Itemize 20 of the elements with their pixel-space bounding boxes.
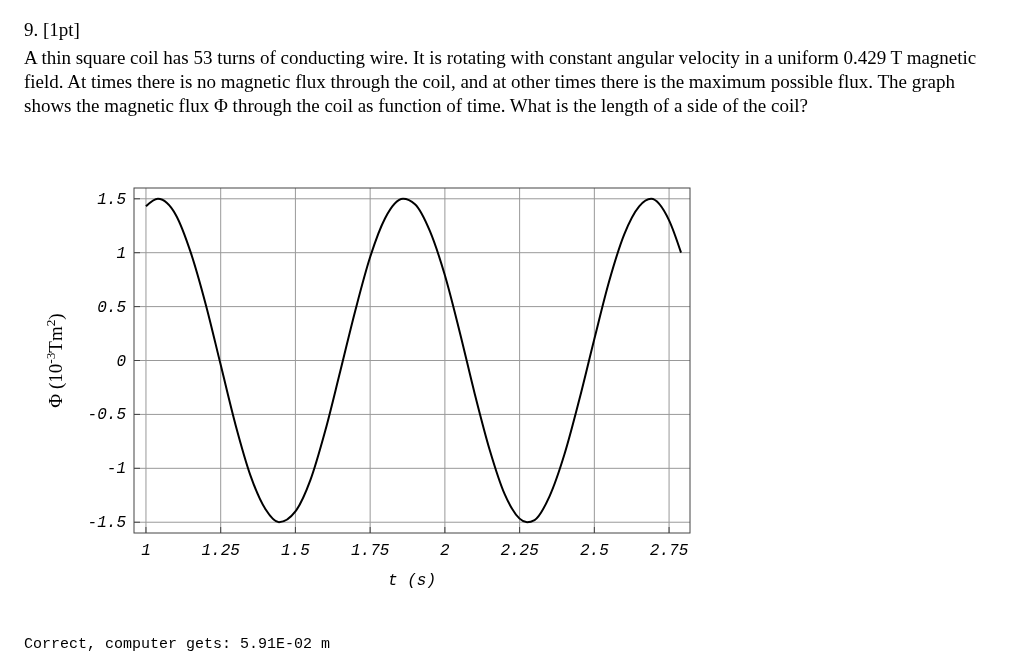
chart-title: 9. [1pt] bbox=[24, 19, 80, 40]
y-tick-label: 1.5 bbox=[97, 190, 127, 209]
y-tick-label: -1 bbox=[106, 460, 126, 479]
line-series bbox=[144, 197, 683, 524]
x-axis-title: t (s) bbox=[387, 572, 437, 590]
text: Correct, computer gets: 5.91E-02 m bbox=[24, 636, 331, 653]
y-tick-label: 0.5 bbox=[97, 298, 127, 317]
x-tick-label: 2.5 bbox=[579, 542, 610, 560]
x-tick-label: 1.5 bbox=[281, 542, 311, 560]
y-tick-label: -1.5 bbox=[87, 514, 127, 533]
y-tick-label: -0.5 bbox=[87, 406, 127, 425]
x-tick-label: 2.75 bbox=[649, 542, 689, 560]
x-tick-label: 1.75 bbox=[350, 542, 390, 560]
x-tick-label: 2 bbox=[440, 542, 451, 560]
chart-subtitle: A thin square coil has 53 turns of conducting wire. It is rotating with constant angular velocity in a uniform 0.429 T magnetic field. At times there is no magnetic flux through the coil, and at other times there is the maximum possible flux. The graph shows the magnetic flux Φ through the coil as function of time. What is the length of a side of the coil? bbox=[24, 47, 977, 116]
y-tick-label: 0 bbox=[116, 352, 127, 371]
x-tick-label: 1.25 bbox=[201, 542, 241, 560]
x-tick-label: 1 bbox=[141, 542, 151, 560]
x-tick-label: 2.25 bbox=[500, 542, 540, 560]
y-tick-label: 1 bbox=[116, 244, 126, 263]
